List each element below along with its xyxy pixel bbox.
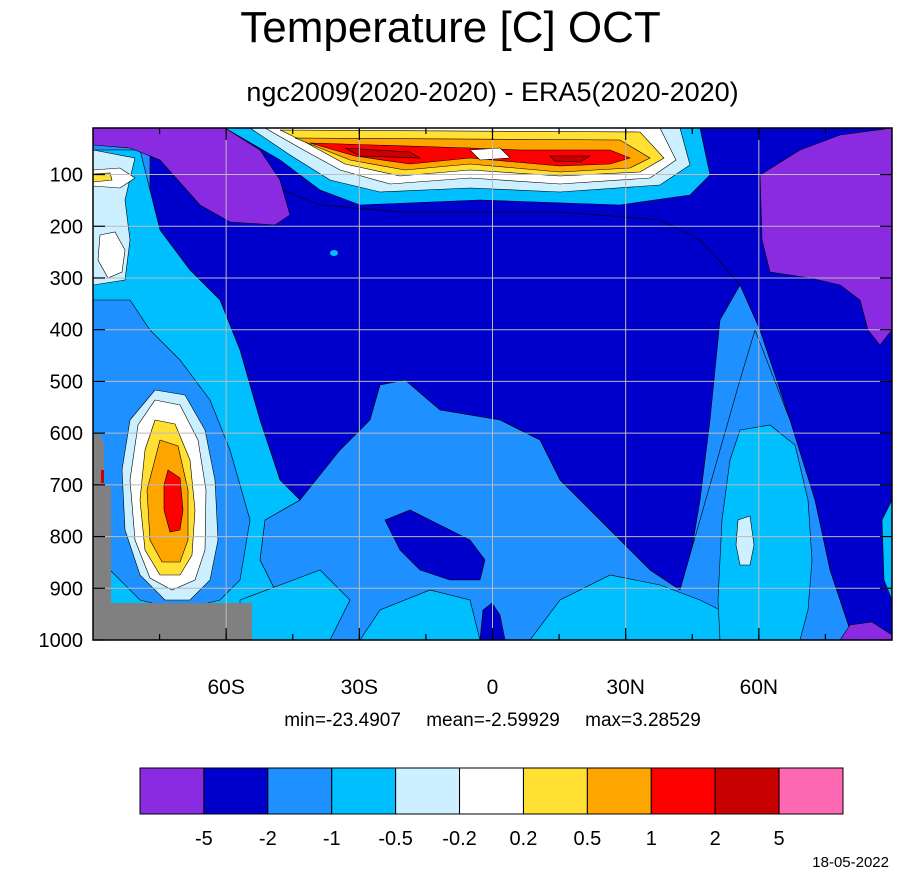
- y-tick-label: 800: [50, 527, 83, 549]
- x-tick-label: 30N: [606, 676, 645, 699]
- colorbar-label: -5: [195, 828, 213, 850]
- contour-fill-level-9: [344, 147, 422, 159]
- contour-fill-level-5: [93, 167, 136, 189]
- colorbar-swatch: [459, 767, 524, 815]
- y-tick-label: 1000: [39, 630, 84, 652]
- x-tick-label: 60N: [740, 676, 779, 699]
- missing-topography: [93, 433, 252, 640]
- contour-fill-level-0: [839, 621, 892, 640]
- colorbar-swatch: [267, 767, 333, 815]
- stats-line: min=-23.4907 mean=-2.59929 max=3.28529: [0, 710, 901, 732]
- contour-fill-level-3: [717, 424, 813, 640]
- colorbar-label: 2: [710, 828, 721, 850]
- missing-edge-red: [101, 470, 104, 483]
- colorbar-label: -0.2: [442, 828, 476, 850]
- contour-fill-level-5: [97, 231, 126, 279]
- x-axis-labels: 60S 30S 0 30N 60N: [207, 676, 778, 699]
- colorbar-swatch: [714, 767, 780, 815]
- colorbar-label: 0.2: [510, 828, 538, 850]
- x-tick-label: 60S: [207, 676, 244, 699]
- colorbar-swatch: [650, 767, 716, 815]
- contour-fill-level-3: [359, 589, 481, 640]
- colorbar-labels: -5 -2 -1 -0.5 -0.2 0.2 0.5 1 2 5: [195, 828, 785, 850]
- x-tick-label: 30S: [341, 676, 378, 699]
- y-tick-label: 700: [50, 475, 83, 497]
- chart-subtitle: ngc2009(2020-2020) - ERA5(2020-2020): [246, 77, 739, 107]
- y-tick-label: 200: [50, 216, 83, 238]
- colorbar-label: 5: [774, 828, 785, 850]
- colorbar-swatch: [203, 767, 269, 815]
- contour-fill-level-8: [309, 142, 631, 167]
- axis-ticks: [93, 128, 892, 641]
- contour-fill-level-3: [330, 250, 338, 256]
- colorbar-swatch: [331, 767, 397, 815]
- colorbar-swatch: [778, 767, 844, 815]
- contour-fill-level-9: [549, 155, 592, 163]
- y-tick-label: 500: [50, 371, 83, 393]
- stat-mean: mean=-2.59929: [426, 710, 560, 731]
- y-tick-label: 100: [50, 165, 83, 187]
- colorbar-label: -0.5: [378, 828, 412, 850]
- colorbar: [139, 767, 844, 815]
- stat-max: max=3.28529: [585, 710, 701, 731]
- contour-fill-level-3: [881, 499, 892, 601]
- colorbar-label: 1: [646, 828, 657, 850]
- colorbar-swatch: [139, 767, 205, 815]
- contour-fill-level-0: [93, 128, 291, 226]
- contour-fill-level-6: [93, 172, 113, 183]
- contour-fill-level-8: [163, 469, 184, 533]
- chart-title: Temperature [C] OCT: [240, 3, 661, 52]
- colorbar-swatch: [522, 767, 588, 815]
- y-tick-label: 900: [50, 578, 83, 600]
- y-axis-labels: 100 200 300 400 500 600 700 800 900 1000: [39, 165, 84, 652]
- stat-min: min=-23.4907: [284, 710, 401, 731]
- colorbar-swatch: [586, 767, 652, 815]
- x-tick-label: 0: [487, 676, 499, 699]
- contour-fill-level-3: [239, 569, 351, 640]
- y-tick-label: 400: [50, 320, 83, 342]
- gridlines: [93, 128, 892, 640]
- contour-fill-level-4: [735, 515, 755, 566]
- colorbar-swatch: [395, 767, 461, 815]
- colorbar-label: -1: [323, 828, 341, 850]
- contour-fill-level-5: [469, 147, 511, 161]
- colorbar-label: -2: [259, 828, 277, 850]
- y-tick-label: 300: [50, 268, 83, 290]
- colorbar-label: 0.5: [573, 828, 601, 850]
- date-stamp: 18-05-2022: [812, 854, 889, 871]
- contour-fill-level-1: [384, 509, 486, 581]
- y-tick-label: 600: [50, 423, 83, 445]
